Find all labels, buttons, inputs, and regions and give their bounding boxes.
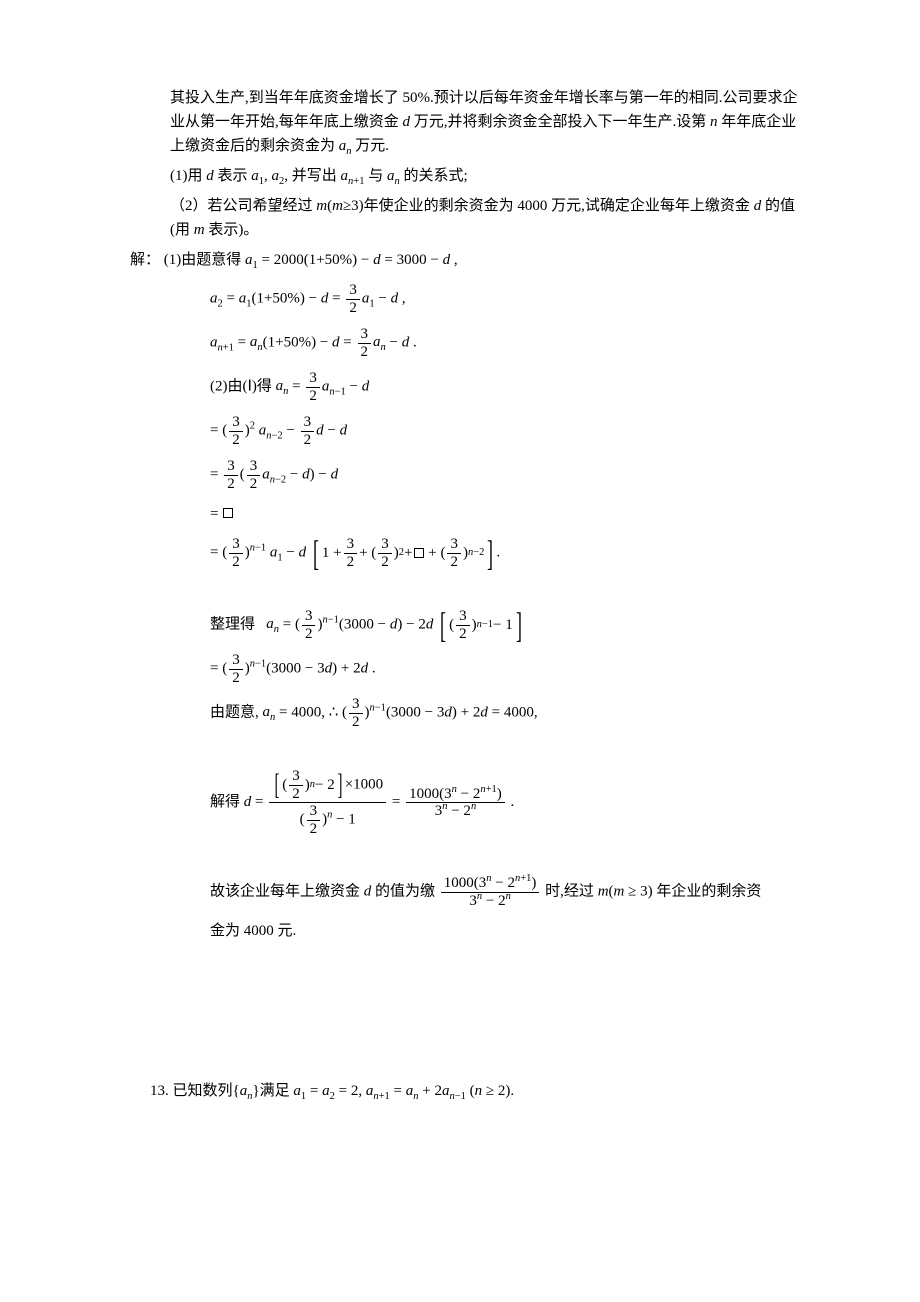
solution-line-7: = [210,502,800,526]
solution-block: 解： (1)由题意得 a1 = 2000(1+50%) − d = 3000 −… [130,248,800,272]
solution-line-13: 故该企业每年上缴资金 d 的值为缴 1000(3n − 2n+1) 3n − 2… [210,875,800,909]
solution-line-5: = (32)2 an−2 − 32d − d [210,414,800,448]
problem-13-number: 13. [150,1083,173,1099]
solution-line-10: = (32)n−1(3000 − 3d) + 2d . [210,652,800,686]
document-page: 其投入生产,到当年年底资金增长了 50%.预计以后每年资金年增长率与第一年的相同… [0,0,920,1302]
solution-line-6: = 32(32an−2 − d) − d [210,458,800,492]
solution-line-4: (2)由(Ⅰ)得 an = 32an−1 − d [210,370,800,404]
solution-line-2: a2 = a1(1+50%) − d = 32a1 − d , [210,282,800,316]
solution-line-3: an+1 = an(1+50%) − d = 32an − d . [210,326,800,360]
problem-13: 13. 已知数列{an}满足 a1 = a2 = 2, an+1 = an + … [150,1079,800,1103]
solution-line-8: = (32)n−1 a1 − d [ 1 + 32 + (32)2 + + (3… [210,536,800,570]
context-paragraph-1: 其投入生产,到当年年底资金增长了 50%.预计以后每年资金年增长率与第一年的相同… [170,86,800,158]
solution-line-1: (1)由题意得 a1 = 2000(1+50%) − d = 3000 − d … [164,252,458,268]
solution-label: 解： [130,252,160,268]
question-part-1: (1)用 d 表示 a1, a2, 并写出 an+1 与 an 的关系式; [170,164,800,188]
problem-13-text: 已知数列{an}满足 a1 = a2 = 2, an+1 = an + 2an−… [173,1083,515,1099]
solution-line-12: 解得 d = [ (32)n − 2 ]×1000 (32)n − 1 = 10… [210,768,800,837]
solution-line-9: 整理得 an = (32)n−1(3000 − d) − 2d [ (32)n−… [210,608,800,642]
solution-line-13b: 金为 4000 元. [210,919,800,943]
question-part-2: （2）若公司希望经过 m(m≥3)年使企业的剩余资金为 4000 万元,试确定企… [170,194,800,242]
solution-line-11: 由题意, an = 4000, ∴ (32)n−1(3000 − 3d) + 2… [210,696,800,730]
